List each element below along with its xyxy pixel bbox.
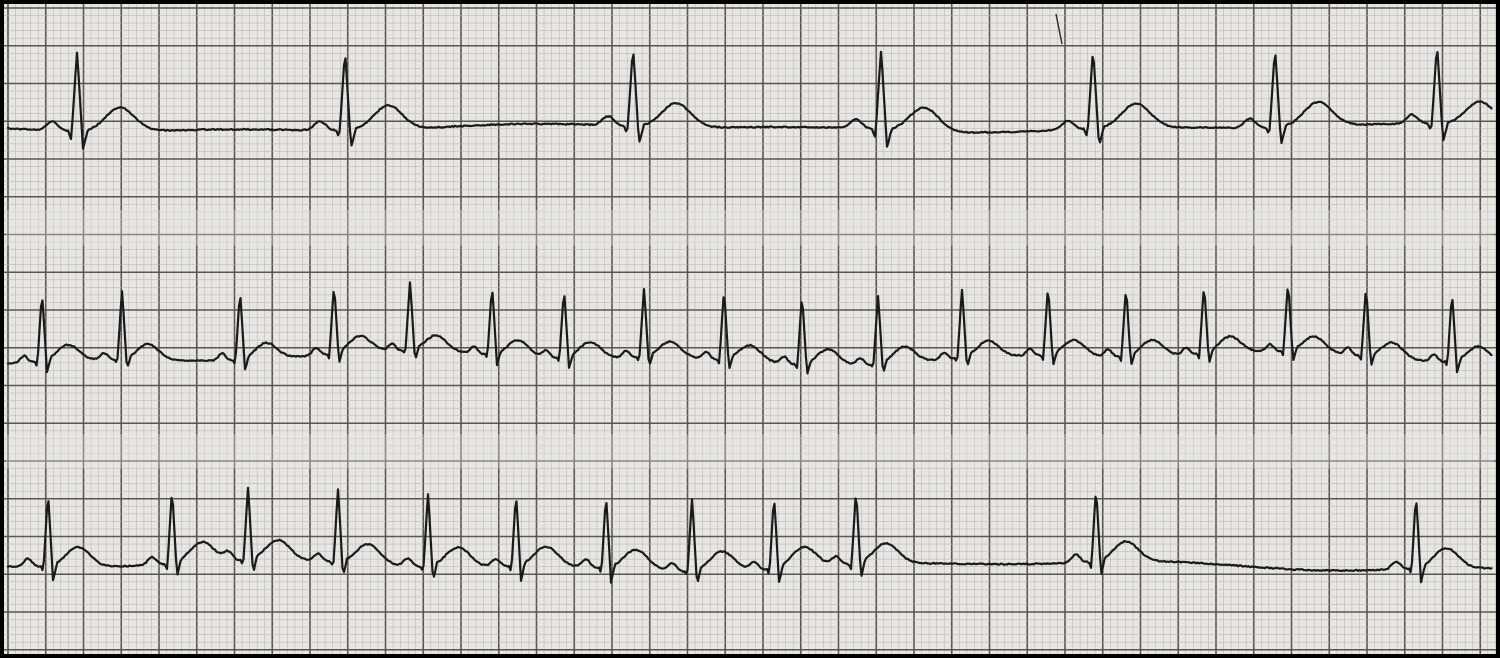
- ecg-rhythm-strips: [0, 0, 1500, 658]
- strip-gap-2: [6, 434, 1494, 468]
- ecg-svg: [0, 0, 1500, 658]
- strip-gap-1: [6, 210, 1494, 246]
